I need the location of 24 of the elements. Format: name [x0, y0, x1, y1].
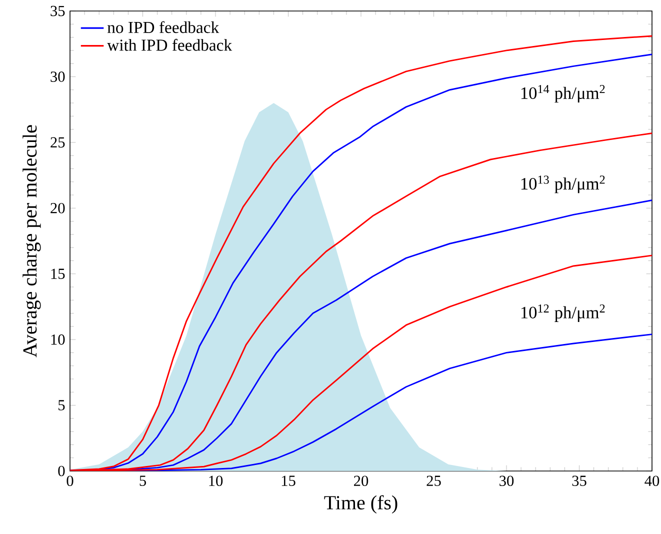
legend-label: no IPD feedback [107, 21, 220, 34]
x-tick-label: 30 [500, 476, 514, 486]
legend-label: with IPD feedback [107, 38, 232, 51]
y-tick-label: 5 [58, 400, 65, 410]
x-tick-label: 20 [354, 476, 368, 486]
annotation: 10$^{14}$ ph/μm$^{2}$ [521, 85, 605, 103]
y-tick-label: 10 [51, 334, 65, 345]
annotation: 10$^{13}$ ph/μm$^{2}$ [521, 176, 605, 194]
x-axis-title: Time (fs) [324, 495, 398, 514]
x-tick-label: 10 [209, 476, 223, 486]
y-tick-label: 25 [50, 137, 65, 148]
y-tick-label: 0 [58, 466, 65, 476]
x-tick-label: 0 [66, 476, 74, 486]
annotation: 10$^{12}$ ph/μm$^{2}$ [521, 304, 605, 322]
x-tick-label: 15 [282, 476, 296, 486]
x-tick-label: 35 [572, 476, 586, 486]
x-tick-label: 25 [426, 476, 441, 486]
y-axis-title: Average charge per molecule [22, 125, 41, 358]
x-tick-label: 40 [644, 476, 660, 486]
y-tick-label: 30 [50, 72, 65, 82]
x-tick-label: 5 [140, 476, 146, 486]
y-tick-label: 15 [51, 268, 65, 279]
y-tick-label: 35 [50, 6, 65, 16]
y-tick-label: 20 [50, 202, 65, 214]
